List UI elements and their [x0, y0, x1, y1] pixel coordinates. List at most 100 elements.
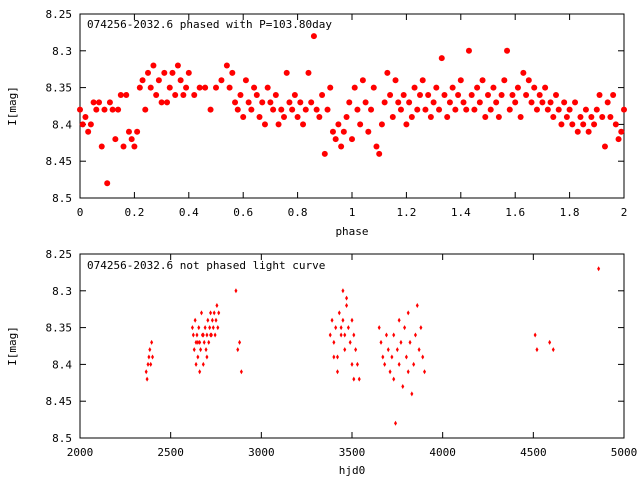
phased-data-point: [604, 99, 611, 106]
phased-data-point: [531, 84, 538, 91]
phased-data-point: [593, 106, 600, 113]
phased-data-point: [218, 77, 225, 84]
unphased-y-tick-label: 8.4: [52, 358, 72, 371]
phased-data-point: [533, 106, 540, 113]
phased-y-tick-label: 8.35: [46, 82, 73, 95]
unphased-data-point: [201, 332, 205, 338]
phased-data-point: [381, 99, 388, 106]
phased-data-point: [335, 121, 342, 128]
phased-data-point: [384, 69, 391, 76]
unphased-data-point: [190, 325, 194, 331]
phased-data-point: [512, 99, 519, 106]
phased-data-point: [164, 99, 171, 106]
phased-data-point: [153, 91, 160, 98]
unphased-y-axis-label: I[mag]: [6, 326, 19, 366]
unphased-data-point: [421, 354, 425, 360]
phased-data-point: [324, 106, 331, 113]
phased-data-point: [561, 99, 568, 106]
phased-data-point: [539, 99, 546, 106]
phased-data-point: [588, 114, 595, 121]
unphased-data-point: [345, 303, 349, 309]
phased-data-point: [444, 114, 451, 121]
phased-data-point: [406, 99, 413, 106]
unphased-data-point: [346, 325, 350, 331]
phased-data-point: [101, 106, 108, 113]
phased-data-point: [327, 84, 334, 91]
phased-data-point: [169, 69, 176, 76]
phased-data-point: [474, 84, 481, 91]
phased-data-point: [120, 143, 127, 150]
unphased-data-point: [214, 317, 218, 323]
unphased-data-point: [148, 347, 152, 353]
unphased-data-point: [192, 347, 196, 353]
phased-data-point: [264, 84, 271, 91]
phased-data-point: [202, 84, 209, 91]
phased-x-tick-label: 0.6: [233, 206, 253, 219]
unphased-data-point: [213, 332, 217, 338]
phased-data-point: [591, 121, 598, 128]
phased-data-point: [498, 91, 505, 98]
unphased-y-tick-label: 8.25: [46, 248, 73, 261]
phased-y-tick-label: 8.45: [46, 155, 73, 168]
phased-data-point: [387, 91, 394, 98]
phased-data-point: [256, 114, 263, 121]
phased-data-point: [523, 91, 530, 98]
unphased-y-tick-label: 8.5: [52, 432, 72, 445]
unphased-data-point: [399, 339, 403, 345]
phased-data-point: [196, 84, 203, 91]
unphased-data-point: [238, 339, 242, 345]
unphased-data-point: [197, 325, 201, 331]
phased-data-point: [142, 106, 149, 113]
phased-y-axis-label: I[mag]: [6, 86, 19, 126]
phased-data-point: [308, 99, 315, 106]
phased-data-point: [479, 77, 486, 84]
unphased-data-point: [339, 325, 343, 331]
phased-data-point: [123, 91, 130, 98]
phased-data-point: [270, 106, 277, 113]
phased-data-point: [433, 84, 440, 91]
unphased-data-point: [203, 325, 207, 331]
phased-x-tick-label: 0.4: [179, 206, 199, 219]
phased-data-point: [283, 69, 290, 76]
unphased-x-tick-label: 4000: [429, 446, 456, 459]
unphased-data-point: [341, 288, 345, 294]
phased-data-point: [232, 99, 239, 106]
phased-data-point: [79, 121, 86, 128]
unphased-data-point: [151, 354, 155, 360]
phased-data-point: [397, 106, 404, 113]
phased-data-point: [400, 91, 407, 98]
unphased-y-tick-label: 8.35: [46, 322, 73, 335]
phased-data-point: [446, 99, 453, 106]
phased-data-point: [449, 84, 456, 91]
phased-data-point: [574, 128, 581, 135]
unphased-y-tick-label: 8.45: [46, 395, 73, 408]
phased-data-point: [582, 106, 589, 113]
phased-data-point: [471, 106, 478, 113]
unphased-data-point: [390, 354, 394, 360]
phased-data-point: [425, 91, 432, 98]
unphased-data-point: [206, 317, 210, 323]
unphased-data-point: [410, 391, 414, 397]
phased-data-point: [417, 91, 423, 98]
unphased-x-tick-label: 3500: [339, 446, 366, 459]
phased-data-point: [310, 33, 317, 40]
unphased-data-point: [337, 310, 341, 316]
phased-data-point: [131, 143, 138, 150]
unphased-data-point: [198, 339, 202, 345]
phased-data-point: [566, 106, 573, 113]
phased-data-point: [547, 99, 554, 106]
unphased-data-point: [201, 361, 205, 367]
phased-data-point: [392, 77, 399, 84]
unphased-data-point: [388, 369, 392, 375]
phased-data-point: [550, 114, 557, 121]
phased-data-point: [240, 114, 247, 121]
unphased-data-point: [211, 325, 215, 331]
phased-data-point: [183, 84, 190, 91]
phased-data-point: [596, 91, 603, 98]
phased-data-point: [514, 84, 521, 91]
unphased-data-point: [406, 369, 410, 375]
phased-data-point: [177, 77, 184, 84]
phased-data-point: [125, 128, 132, 135]
unphased-data-point: [199, 310, 203, 316]
